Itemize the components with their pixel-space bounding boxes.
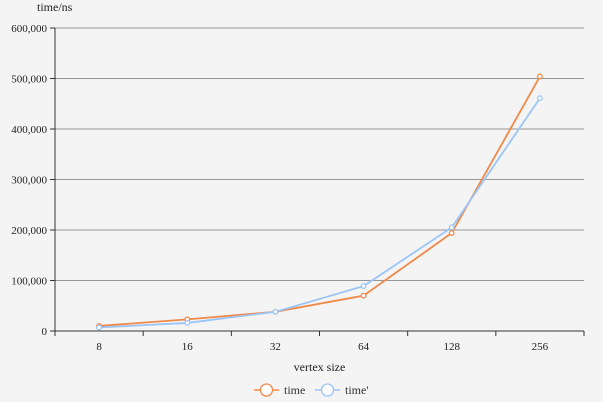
y-axis-ticks: 0 100,000 200,000 300,000 400,000 500,000 600,… [11, 23, 55, 338]
series-2 [96, 95, 543, 331]
data-point [536, 73, 543, 80]
series-line [99, 76, 541, 327]
x-tick-label: 256 [532, 341, 549, 353]
data-point [360, 292, 367, 299]
y-tick-label: 100,000 [11, 276, 47, 288]
legend-item[interactable]: time' [315, 383, 369, 397]
series-1 [96, 73, 543, 329]
legend-marker-icon [259, 383, 274, 397]
x-tick-label: 64 [358, 341, 370, 353]
data-point [448, 224, 455, 231]
y-tick-label: 400,000 [11, 124, 47, 136]
series-layer [96, 73, 543, 331]
y-axis-title: time/ns [37, 0, 73, 14]
data-point [272, 308, 279, 315]
y-tick-label: 0 [42, 326, 48, 338]
y-tick-label: 200,000 [11, 225, 47, 237]
x-tick-label: 8 [96, 341, 102, 353]
series-line [99, 97, 541, 329]
data-point [448, 230, 455, 236]
x-axis-ticks: 8 16 32 64 128 256 [54, 331, 585, 353]
x-tick-label: 16 [182, 341, 194, 353]
legend-label: time' [345, 383, 369, 397]
x-axis-title: vertex size [294, 360, 346, 374]
legend-marker-icon [320, 383, 335, 397]
x-tick-label: 32 [270, 341, 281, 353]
y-tick-label: 300,000 [11, 175, 47, 187]
legend-item[interactable]: time [254, 383, 305, 397]
x-tick-label: 128 [444, 341, 461, 353]
data-point [96, 324, 103, 331]
legend-label: time [284, 383, 305, 397]
legend[interactable]: time time' [254, 383, 369, 397]
y-tick-label: 600,000 [11, 23, 47, 35]
data-point [536, 95, 543, 102]
data-point [184, 319, 191, 326]
data-point [360, 283, 367, 290]
gridlines [55, 27, 584, 281]
y-tick-label: 500,000 [11, 74, 47, 86]
